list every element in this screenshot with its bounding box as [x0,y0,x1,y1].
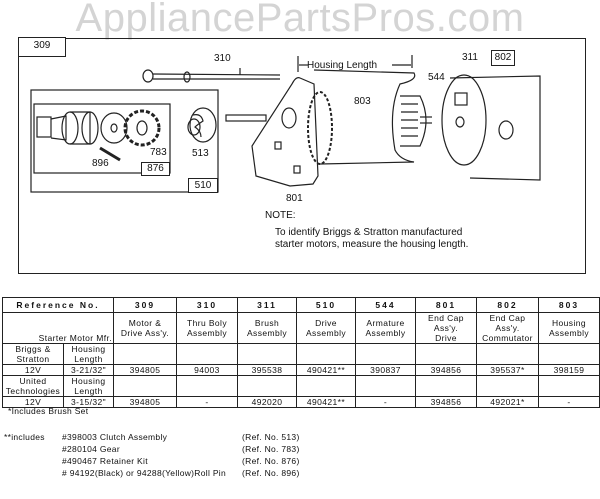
col-desc: End Cap Ass'y. Drive [415,312,477,344]
callout-802: 802 [491,50,515,66]
part-number: 394805 [113,364,177,376]
end-cap-drive-part [225,77,333,187]
callout-803: 803 [354,96,371,107]
part-number: 492020 [237,396,297,408]
clutch-assembly-part [187,107,217,143]
col-desc: Drive Assembly [296,312,356,344]
reference-header: Reference No. [2,297,114,313]
part-number: - [176,396,238,408]
drive-assembly-box [30,89,219,193]
callout-310: 310 [214,53,231,64]
callout-513: 513 [192,148,209,159]
callout-510: 510 [188,178,218,193]
col-ref: 309 [113,297,177,313]
callout-801: 801 [286,193,303,204]
part-number: 94003 [176,364,238,376]
roll-pin-part [99,146,121,162]
footnote-ref: (Ref. No. 513) [242,432,300,442]
col-desc: End Cap Ass'y. Commutator [476,312,539,344]
part-number: 395538 [237,364,297,376]
part-number: 492021* [476,396,539,408]
mfr-row-briggs: Briggs & Stratton Housing Length [2,343,600,365]
retainer-kit-box [33,103,171,174]
housing-length: 3-21/32" [63,364,114,376]
note-title: NOTE: [265,210,296,221]
housing-length-header: Housing Length [63,375,114,397]
table-header-row: Reference No. 309 310 311 510 544 801 80… [2,297,600,313]
callout-311: 311 [462,52,478,63]
part-number: 395537* [476,364,539,376]
note-line-1: To identify Briggs & Stratton manufactur… [275,227,463,238]
callout-896: 896 [92,158,109,169]
col-desc: Armature Assembly [355,312,416,344]
callout-876: 876 [141,162,170,176]
part-number: 490421** [296,364,356,376]
part-number: 390837 [355,364,416,376]
diagram-frame [18,38,586,274]
footnote-item: #490467 Retainer Kit [62,456,148,466]
footnote-item: #398003 Clutch Assembly [62,432,168,442]
table-row: 12V 3-21/32" 394805 94003 395538 490421*… [2,364,600,376]
housing-length-dimension [297,55,413,72]
clutch-part [36,111,99,145]
armature-part [400,95,432,147]
footnote-ref: (Ref. No. 896) [242,468,300,478]
col-ref: 310 [176,297,238,313]
table-row: 12V 3-15/32" 394805 - 492020 490421** - … [2,396,600,408]
part-number: - [355,396,416,408]
ref-label-309: 309 [18,37,66,57]
col-ref: 311 [237,297,297,313]
mfr-name: Briggs & Stratton [2,343,64,365]
part-number: 394805 [113,396,177,408]
washer-part [100,112,128,144]
mfr-header: Starter Motor Mfr. [2,312,114,344]
part-number: 398159 [538,364,600,376]
thru-bolt-part [142,68,281,83]
mfr-row-united: United Technologies Housing Length [2,375,600,397]
housing-length-label: Housing Length [307,60,378,71]
callout-783: 783 [150,147,167,158]
end-cap-commutator-part [441,74,541,181]
housing-part [313,69,416,165]
footnote-brush-set: *Includes Brush Set [8,406,89,416]
part-number: 394856 [415,396,477,408]
footnote-includes-label: **includes [4,432,45,442]
part-number: - [538,396,600,408]
footnote-item: #280104 Gear [62,444,120,454]
col-ref: 510 [296,297,356,313]
col-desc: Thru Boly Assembly [176,312,238,344]
part-number: 490421** [296,396,356,408]
note-line-2: starter motors, measure the housing leng… [275,239,469,250]
footnote-ref: (Ref. No. 783) [242,444,300,454]
col-ref: 803 [538,297,600,313]
mfr-name: United Technologies [2,375,64,397]
col-ref: 544 [355,297,416,313]
table-description-row: Starter Motor Mfr. Motor & Drive Ass'y. T… [2,312,600,344]
callout-544: 544 [428,72,445,83]
exploded-parts-diagram [30,55,541,193]
col-desc: Brush Assembly [237,312,297,344]
col-desc: Motor & Drive Ass'y. [113,312,177,344]
gear-part [123,109,161,147]
col-ref: 802 [476,297,539,313]
col-desc: Housing Assembly [538,312,600,344]
footnote-item: # 94192(Black) or 94288(Yellow)Roll Pin [62,468,226,478]
footnote-ref: (Ref. No. 876) [242,456,300,466]
part-number: 394856 [415,364,477,376]
parts-reference-table: Reference No. 309 310 311 510 544 801 80… [2,297,600,408]
col-ref: 801 [415,297,477,313]
voltage: 12V [2,364,64,376]
housing-length-header: Housing Length [63,343,114,365]
watermark: AppliancePartsPros.com [75,0,525,40]
